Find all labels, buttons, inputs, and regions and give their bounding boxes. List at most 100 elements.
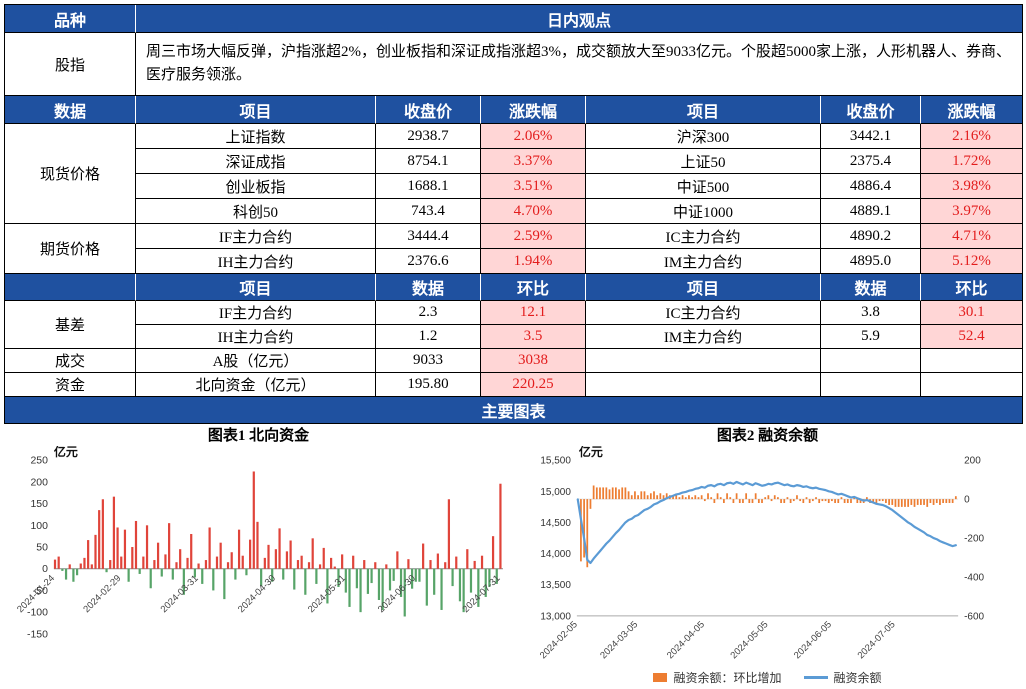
svg-text:2024-05-05: 2024-05-05 bbox=[728, 619, 770, 661]
value-cell: 2.3 bbox=[376, 301, 481, 325]
margin-change-bars bbox=[580, 485, 957, 568]
item-cell: IF主力合约 bbox=[136, 301, 376, 325]
svg-text:250: 250 bbox=[30, 456, 48, 467]
basis-header-row: 项目 数据 环比 项目 数据 环比 bbox=[5, 274, 1024, 301]
group-label-funds: 资金 bbox=[5, 373, 136, 397]
svg-text:2024-04-05: 2024-04-05 bbox=[665, 619, 707, 661]
group-label-volume: 成交 bbox=[5, 349, 136, 373]
item-cell: IM主力合约 bbox=[586, 325, 821, 349]
northbound-bars bbox=[53, 471, 502, 617]
table-row: 深证成指 8754.1 3.37% 上证50 2375.4 1.72% bbox=[5, 149, 1024, 174]
change-cell: 3.51% bbox=[481, 174, 586, 199]
value-cell: 9033 bbox=[376, 349, 481, 373]
table-row: 基差 IF主力合约 2.3 12.1 IC主力合约 3.8 30.1 bbox=[5, 301, 1024, 349]
chart2-svg: 15,500 15,000 14,500 14,000 13,500 13,000 200 0… bbox=[538, 446, 985, 661]
market-table: 品种 日内观点 股指 周三市场大幅反弹，沪指涨超2%，创业板指和深证成指涨超3%… bbox=[4, 4, 1024, 424]
value-cell: 743.4 bbox=[376, 199, 481, 224]
change-cell: 2.59% bbox=[481, 224, 586, 249]
header-cell-empty bbox=[5, 274, 136, 301]
header-cell: 项目 bbox=[586, 274, 821, 301]
svg-text:2024-07-05: 2024-07-05 bbox=[856, 619, 898, 661]
item-cell: 深证成指 bbox=[136, 149, 376, 174]
item-cell: 中证1000 bbox=[586, 199, 821, 224]
change-cell: 2.06% bbox=[481, 124, 586, 149]
table-row: 期货价格 IF主力合约 3444.4 2.59% IC主力合约 4890.2 4… bbox=[5, 224, 1024, 274]
value-cell: 2375.4 bbox=[821, 149, 921, 174]
svg-text:14,000: 14,000 bbox=[540, 549, 571, 560]
empty-cell bbox=[821, 373, 921, 397]
header-cell: 环比 bbox=[481, 274, 586, 301]
item-cell: 沪深300 bbox=[586, 124, 821, 149]
chart2-canvas: 15,500 15,000 14,500 14,000 13,500 13,000 200 0… bbox=[513, 446, 1022, 668]
header-cell: 数据 bbox=[821, 274, 921, 301]
change-cell: 3.97% bbox=[921, 199, 1024, 224]
svg-text:亿元: 亿元 bbox=[579, 446, 603, 459]
funds-row: 资金 北向资金（亿元） 195.80 220.25 bbox=[5, 373, 1024, 397]
change-cell: 4.71% bbox=[921, 224, 1024, 249]
svg-text:200: 200 bbox=[30, 477, 48, 488]
change-cell: 3.37% bbox=[481, 149, 586, 174]
svg-text:2024-03-05: 2024-03-05 bbox=[598, 619, 640, 661]
value-cell: 3.8 bbox=[821, 301, 921, 325]
empty-cell bbox=[586, 373, 821, 397]
change-cell: 3038 bbox=[481, 349, 586, 373]
svg-text:13,500: 13,500 bbox=[540, 580, 571, 591]
table-row: 创业板指 1688.1 3.51% 中证500 4886.4 3.98% bbox=[5, 174, 1024, 199]
svg-text:13,000: 13,000 bbox=[540, 611, 571, 622]
svg-text:-400: -400 bbox=[964, 572, 984, 583]
svg-text:50: 50 bbox=[36, 543, 48, 554]
empty-cell bbox=[921, 349, 1024, 373]
empty-cell bbox=[821, 349, 921, 373]
price-header-row: 数据 项目 收盘价 涨跌幅 项目 收盘价 涨跌幅 bbox=[5, 96, 1024, 124]
svg-text:2024-07-31: 2024-07-31 bbox=[461, 573, 503, 615]
change-cell: 1.72% bbox=[921, 149, 1024, 174]
change-cell: 30.1 bbox=[921, 301, 1024, 325]
table-row: 科创50 743.4 4.70% 中证1000 4889.1 3.97% bbox=[5, 199, 1024, 224]
svg-text:-100: -100 bbox=[27, 608, 48, 619]
change-cell: 4.70% bbox=[481, 199, 586, 224]
value-cell: 3442.1 bbox=[821, 124, 921, 149]
svg-text:200: 200 bbox=[964, 456, 981, 467]
header-cell: 项目 bbox=[136, 274, 376, 301]
change-cell: 3.5 bbox=[481, 325, 586, 349]
value-cell: 2938.7 bbox=[376, 124, 481, 149]
svg-text:15,500: 15,500 bbox=[540, 456, 571, 467]
volume-row: 成交 A股（亿元） 9033 3038 bbox=[5, 349, 1024, 373]
header-row-top: 品种 日内观点 bbox=[5, 5, 1024, 33]
header-cell: 收盘价 bbox=[376, 96, 481, 124]
svg-text:2024-02-05: 2024-02-05 bbox=[538, 619, 580, 661]
item-cell: 中证500 bbox=[586, 174, 821, 199]
legend-line-swatch bbox=[803, 675, 828, 679]
item-cell: IC主力合约 bbox=[586, 224, 821, 249]
header-cell: 数据 bbox=[5, 96, 136, 124]
charts-section: 图表1 北向资金 250 200 150 100 50 0 -50 -100 -150 亿元 202… bbox=[4, 424, 1022, 686]
value-cell: 195.80 bbox=[376, 373, 481, 397]
table-row: 现货价格 上证指数 2938.7 2.06% 沪深300 3442.1 2.16… bbox=[5, 124, 1024, 224]
chart1-title: 图表1 北向资金 bbox=[207, 428, 310, 444]
chart2-legend: 融资余额：环比增加 融资余额 bbox=[653, 668, 882, 686]
viewpoint-row: 股指 周三市场大幅反弹，沪指涨超2%，创业板指和深证成指涨超3%，成交额放大至9… bbox=[5, 33, 1024, 96]
legend-bar-label: 融资余额：环比增加 bbox=[673, 670, 782, 685]
item-cell: IF主力合约 bbox=[136, 224, 376, 249]
chart2-title: 图表2 融资余额 bbox=[716, 428, 819, 444]
table-row: IH主力合约 2376.6 1.94% IM主力合约 4895.0 5.12% bbox=[5, 249, 1024, 274]
item-cell: IH主力合约 bbox=[136, 249, 376, 274]
svg-text:-600: -600 bbox=[964, 611, 984, 622]
svg-text:亿元: 亿元 bbox=[54, 446, 78, 459]
header-cell: 项目 bbox=[136, 96, 376, 124]
item-cell: IC主力合约 bbox=[586, 301, 821, 325]
viewpoint-text: 周三市场大幅反弹，沪指涨超2%，创业板指和深证成指涨超3%，成交额放大至9033… bbox=[136, 33, 1024, 96]
change-cell: 2.16% bbox=[921, 124, 1024, 149]
header-variety: 品种 bbox=[5, 5, 136, 33]
header-cell: 数据 bbox=[376, 274, 481, 301]
group-label-basis: 基差 bbox=[5, 301, 136, 349]
header-cell: 涨跌幅 bbox=[481, 96, 586, 124]
svg-text:0: 0 bbox=[964, 495, 970, 506]
svg-text:100: 100 bbox=[30, 521, 48, 532]
change-cell: 52.4 bbox=[921, 325, 1024, 349]
svg-text:2024-06-05: 2024-06-05 bbox=[792, 619, 834, 661]
chart-margin-balance: 图表2 融资余额 15,500 15,000 14,500 14,000 13,500 1… bbox=[513, 424, 1022, 686]
change-cell: 12.1 bbox=[481, 301, 586, 325]
